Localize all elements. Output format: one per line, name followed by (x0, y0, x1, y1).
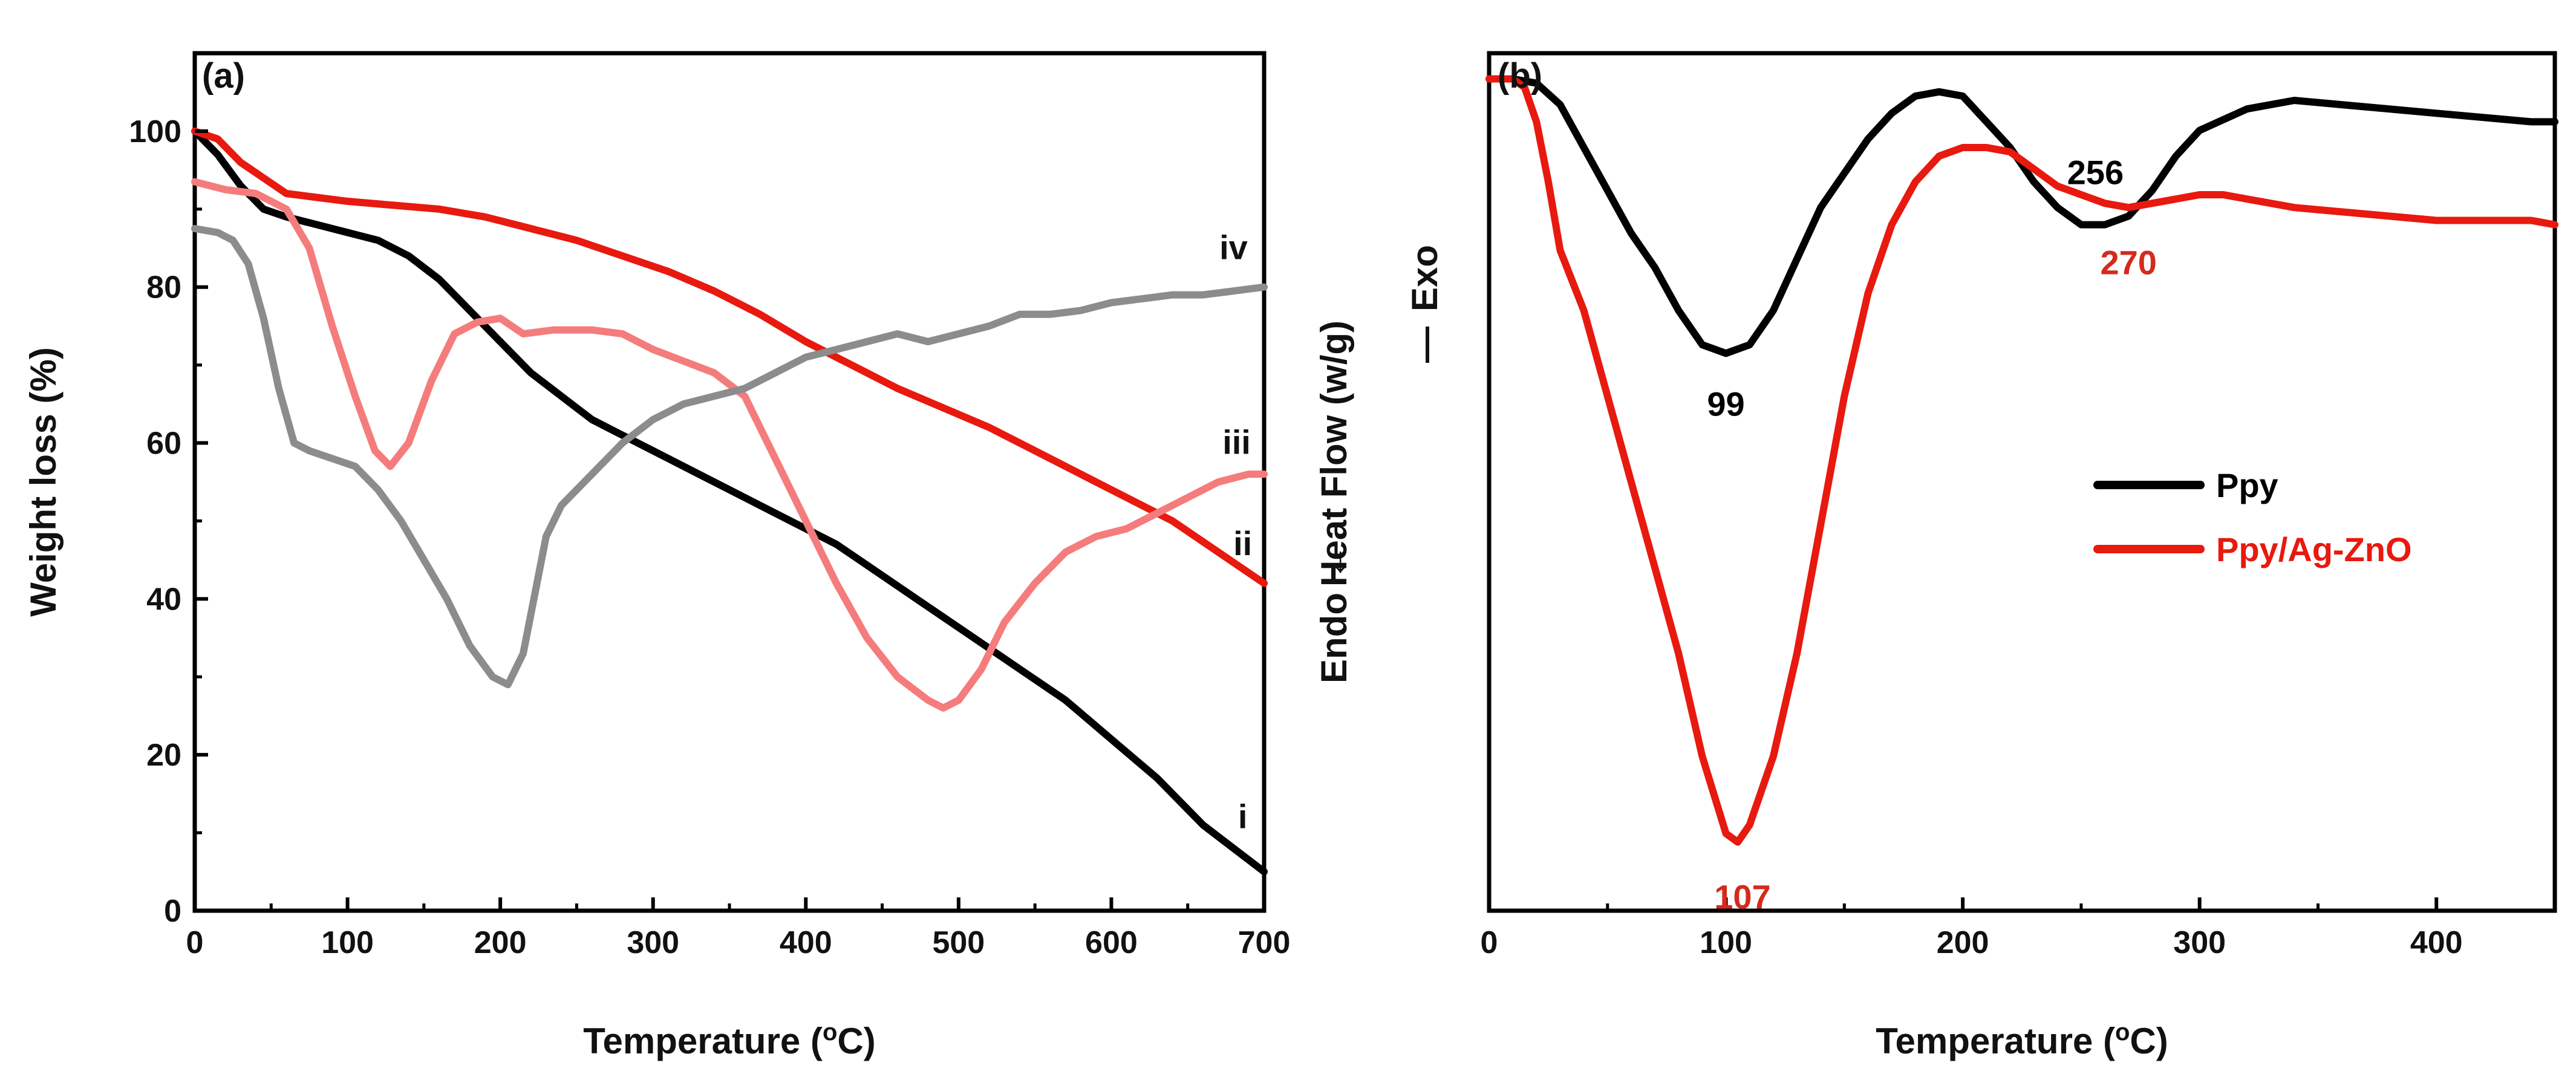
series-line-iv (191, 225, 1268, 689)
annotation-iii: iii (1222, 423, 1251, 461)
x-tick-label: 0 (1481, 925, 1498, 960)
x-tick-label: 100 (321, 925, 374, 960)
legend-label: Ppy/Ag-ZnO (2216, 530, 2412, 568)
y-title-exo: Exo (1404, 245, 1445, 311)
annotation-270: 270 (2100, 243, 2156, 281)
series-line-i (191, 127, 1268, 876)
panel-b-x-axis-title: Temperature (oC) (1876, 1019, 2168, 1061)
annotation-iv: iv (1219, 228, 1248, 266)
panel-a-y-axis-title: Weight loss (%) (23, 347, 64, 617)
panel-b-label: (b) (1498, 56, 1542, 96)
legend-label: Ppy (2216, 466, 2278, 504)
x-tick-label: 300 (627, 925, 679, 960)
panel-a-label: (a) (202, 56, 245, 96)
y-tick-label: 80 (146, 270, 181, 305)
x-tick-label: 300 (2173, 925, 2226, 960)
y-title-heat-flow: Heat Flow (w/g) (1314, 320, 1354, 587)
series-line-iii (191, 178, 1268, 712)
y-title-endo: Endo (1314, 593, 1354, 683)
legend: Ppy Ppy/Ag-ZnO (2093, 466, 2412, 568)
y-tick-label: 60 (146, 426, 181, 461)
x-tick-label: 200 (474, 925, 527, 960)
y-tick-label: 40 (146, 582, 181, 617)
x-tick-label: 400 (2410, 925, 2463, 960)
x-tick-label: 700 (1238, 925, 1291, 960)
y-tick-label: 20 (146, 738, 181, 773)
panel-b-y-axis-title: Endo ← Heat Flow (w/g) (1314, 320, 1354, 683)
panel-b: 0 100 200 300 400 99 256 270 107 (b) Temperatur… (1314, 51, 2558, 1061)
panel-a-x-axis-title: Temperature (oC) (583, 1019, 875, 1061)
x-tick-label: 100 (1700, 925, 1752, 960)
panel-b-y-axis-title-exo: — Exo (1404, 245, 1445, 363)
series-line-ppy (1485, 75, 2558, 357)
x-tick-label: 0 (186, 925, 204, 960)
annotation-i: i (1238, 797, 1248, 835)
y-tick-label: 0 (164, 894, 181, 929)
x-tick-label: 200 (1937, 925, 1989, 960)
panel-b-frame (1487, 51, 2557, 913)
y-title-arrow-right: — (1404, 327, 1445, 363)
annotation-99: 99 (1707, 385, 1744, 423)
annotation-107: 107 (1714, 878, 1770, 916)
x-tick-label: 400 (780, 925, 832, 960)
series-line-ppy-ag-zno (1485, 75, 2558, 846)
annotation-256: 256 (2067, 154, 2124, 192)
y-title-arrow-left: ← (1314, 544, 1354, 581)
x-tick-label: 600 (1085, 925, 1138, 960)
annotation-ii: ii (1233, 524, 1252, 562)
y-tick-label: 100 (129, 114, 181, 149)
series-line-ii (191, 127, 1268, 587)
x-tick-label: 500 (932, 925, 985, 960)
